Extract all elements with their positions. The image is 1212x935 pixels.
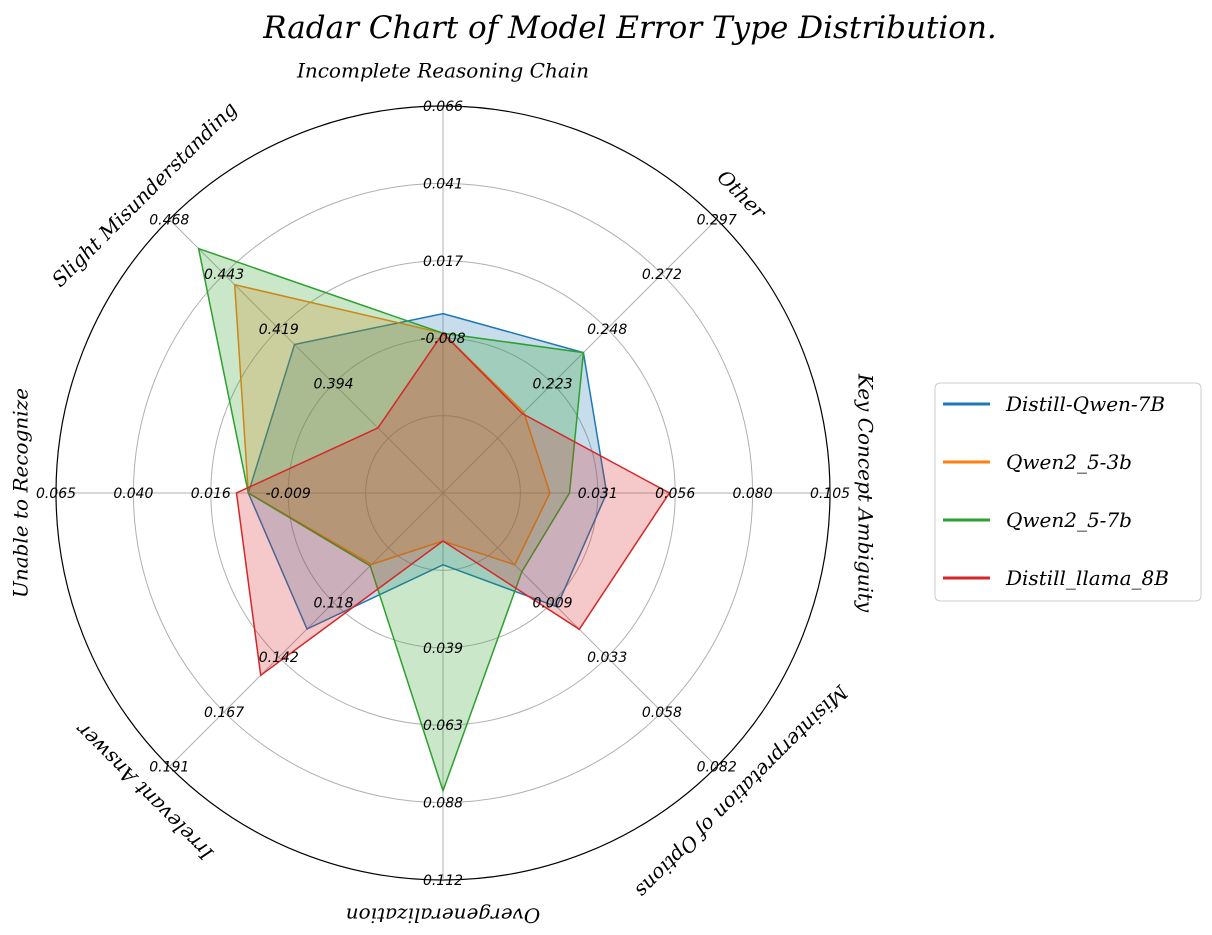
tick-label: 0.066: [423, 99, 463, 115]
tick-label: 0.017: [423, 254, 463, 270]
tick-label: 0.065: [36, 486, 76, 502]
tick-label: 0.082: [697, 760, 737, 776]
tick-label: 0.443: [204, 267, 244, 283]
series-4-polygon: [235, 332, 671, 677]
tick-label: 0.419: [259, 322, 299, 338]
tick-label: 0.167: [204, 705, 244, 721]
tick-label: 0.041: [423, 176, 463, 192]
tick-label: -0.008: [420, 331, 465, 347]
tick-label: 0.040: [113, 486, 153, 502]
tick-label: 0.058: [642, 705, 682, 721]
legend-label: Distill-Qwen-7B: [1005, 392, 1165, 416]
tick-label: 0.033: [587, 650, 627, 666]
series-1-polygon: [247, 312, 608, 631]
axis-label: Incomplete Reasoning Chain: [296, 59, 589, 83]
chart-title: Radar Chart of Model Error Type Distribu…: [262, 10, 997, 46]
tick-label: 0.223: [532, 377, 572, 393]
tick-label: 0.112: [423, 873, 463, 889]
spoke-6: [168, 492, 444, 768]
tick-label: 0.009: [532, 596, 572, 612]
tick-label: 0.297: [697, 212, 737, 228]
chart-legend: Distill-Qwen-7B Qwen2_5-3b Qwen2_5-7b Disti…: [934, 382, 1202, 602]
tick-label: 0.468: [149, 212, 189, 228]
radar-series: [197, 247, 671, 794]
tick-label: 0.394: [313, 377, 353, 393]
tick-label: 0.272: [642, 267, 682, 283]
tick-label: 0.118: [313, 596, 353, 612]
axis-label: Unable to Recognize: [9, 388, 33, 598]
spoke-2: [442, 218, 718, 494]
spoke-8: [168, 218, 444, 494]
tick-label: 0.105: [810, 486, 850, 502]
tick-label: 0.191: [149, 760, 189, 776]
axis-label: Overgeneralization: [346, 904, 541, 928]
tick-label: 0.080: [733, 486, 773, 502]
radar-tick-labels: -0.008 0.017 0.041 0.066 0.223 0.248 0.272 0.29…: [36, 99, 850, 889]
legend-frame: [934, 382, 1202, 602]
series-3-polygon: [197, 247, 585, 794]
legend-label: Qwen2_5-7b: [1006, 508, 1132, 532]
tick-label: 0.088: [423, 796, 463, 812]
tick-label: 0.063: [423, 718, 463, 734]
axis-label: Key Concept Ambiguity: [854, 373, 878, 613]
tick-label: 0.142: [259, 650, 299, 666]
tick-label: 0.039: [423, 641, 463, 657]
legend-label: Distill_llama_8B: [1005, 566, 1169, 590]
tick-label: 0.056: [655, 486, 695, 502]
tick-label: 0.031: [578, 486, 618, 502]
tick-label: 0.248: [587, 322, 627, 338]
tick-label: 0.016: [191, 486, 231, 502]
legend-label: Qwen2_5-3b: [1006, 450, 1132, 474]
tick-label: -0.009: [266, 486, 311, 502]
